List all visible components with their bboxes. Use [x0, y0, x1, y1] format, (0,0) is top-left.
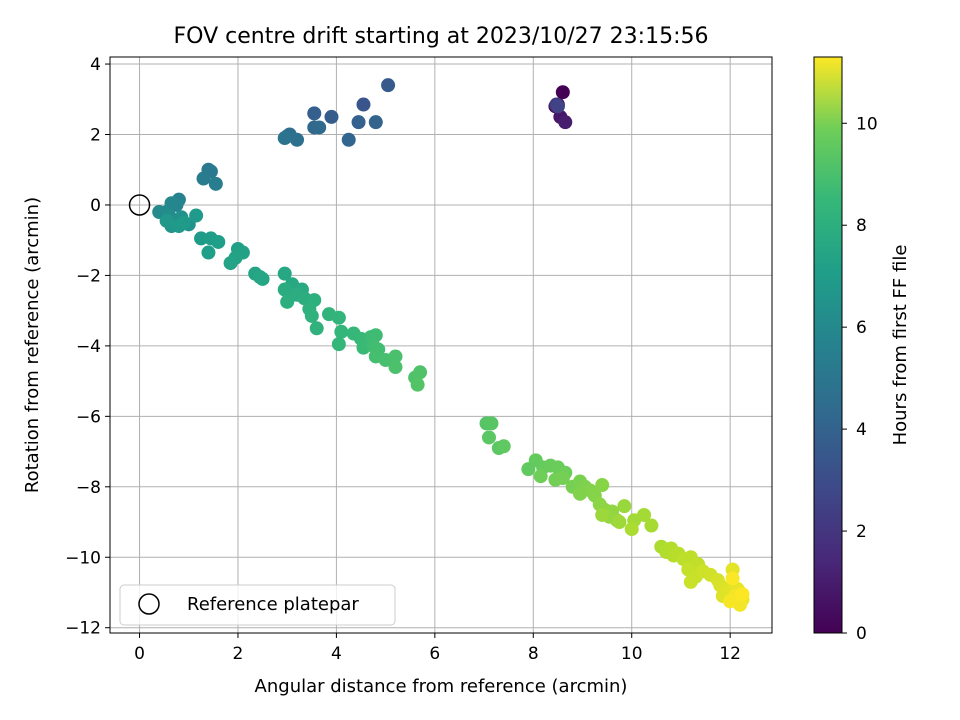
colorbar-tick-label: 4 [856, 420, 867, 440]
data-point [533, 469, 548, 484]
data-point [304, 308, 319, 323]
data-point [723, 594, 738, 609]
grid-lines [110, 57, 772, 633]
y-tick-label: 0 [90, 196, 101, 216]
y-tick-label: −2 [76, 266, 101, 286]
data-point [196, 171, 211, 186]
data-point [176, 215, 191, 230]
legend-reference-marker [138, 593, 160, 615]
data-point [356, 97, 371, 112]
data-point [189, 208, 204, 223]
data-point [280, 294, 295, 309]
data-point [612, 515, 627, 530]
x-axis-label: Angular distance from reference (arcmin) [255, 676, 628, 697]
data-point [312, 120, 327, 135]
colorbar-tick-label: 0 [856, 624, 867, 644]
x-tick-label: 12 [719, 644, 741, 664]
y-tick-label: −12 [65, 619, 101, 639]
data-point [223, 256, 238, 271]
data-point [637, 507, 652, 522]
plot-frame [109, 56, 773, 634]
data-point [617, 499, 632, 514]
legend-entry-reference: Reference platepar [187, 594, 359, 615]
data-point [351, 115, 366, 130]
data-point [595, 478, 610, 493]
data-point [307, 106, 322, 121]
chart-title: FOV centre drift starting at 2023/10/27 … [174, 24, 709, 49]
x-tick-label: 4 [331, 644, 342, 664]
x-axis-ticks: 0 2 4 6 8 10 12 [134, 633, 741, 664]
data-points [152, 78, 750, 612]
data-point [290, 132, 305, 147]
data-point [211, 234, 226, 249]
data-point [388, 349, 403, 364]
data-point [683, 574, 698, 589]
data-point [725, 571, 740, 586]
colorbar-tick-label: 8 [856, 216, 867, 236]
colorbar-tick-label: 2 [856, 522, 867, 542]
colorbar: 0 2 4 6 8 10 Hours from first FF file [813, 56, 911, 644]
data-point [735, 587, 750, 602]
data-point [277, 131, 292, 146]
y-tick-label: 2 [90, 126, 101, 146]
data-point [388, 360, 403, 375]
data-point [277, 282, 292, 297]
y-axis-ticks: −12 −10 −8 −6 −4 −2 0 2 4 [65, 55, 110, 639]
y-tick-label: −6 [76, 407, 101, 427]
data-point [277, 266, 292, 281]
x-tick-label: 6 [429, 644, 440, 664]
data-point [255, 271, 270, 286]
data-point [381, 78, 396, 93]
data-point [555, 85, 570, 100]
data-point [368, 115, 383, 130]
data-point [550, 99, 565, 114]
data-point [208, 176, 223, 191]
data-point [555, 470, 570, 485]
y-tick-label: −8 [76, 478, 101, 498]
data-point [309, 321, 324, 336]
colorbar-label: Hours from first FF file [890, 245, 911, 446]
data-point [368, 328, 383, 343]
data-point [201, 245, 216, 260]
data-point [410, 377, 425, 392]
legend: Reference platepar [119, 584, 396, 626]
colorbar-tick-label: 10 [856, 114, 878, 134]
data-point [484, 416, 499, 431]
reference-marker [128, 194, 151, 216]
data-point [194, 231, 209, 246]
legend-box [119, 584, 396, 626]
data-point [324, 109, 339, 124]
colorbar-gradient [813, 56, 843, 634]
x-tick-label: 2 [233, 644, 244, 664]
y-tick-label: −10 [65, 548, 101, 568]
data-point [413, 365, 428, 380]
data-point [341, 132, 356, 147]
x-tick-label: 8 [528, 644, 539, 664]
data-point [558, 115, 573, 130]
colorbar-ticks: 0 2 4 6 8 10 [842, 114, 878, 644]
data-point [496, 439, 511, 454]
data-point [644, 518, 659, 533]
colorbar-tick-label: 6 [856, 318, 867, 338]
data-point [624, 522, 639, 537]
data-point [334, 324, 349, 339]
y-axis-label: Rotation from reference (arcmin) [22, 197, 43, 493]
x-tick-label: 0 [134, 644, 145, 664]
data-point [331, 337, 346, 352]
reference-point-marker [128, 194, 151, 216]
y-tick-label: 4 [90, 55, 101, 75]
data-point [331, 310, 346, 325]
data-point [159, 213, 174, 228]
data-point [481, 430, 496, 445]
data-point [595, 507, 610, 522]
y-tick-label: −4 [76, 337, 101, 357]
x-tick-label: 10 [621, 644, 643, 664]
